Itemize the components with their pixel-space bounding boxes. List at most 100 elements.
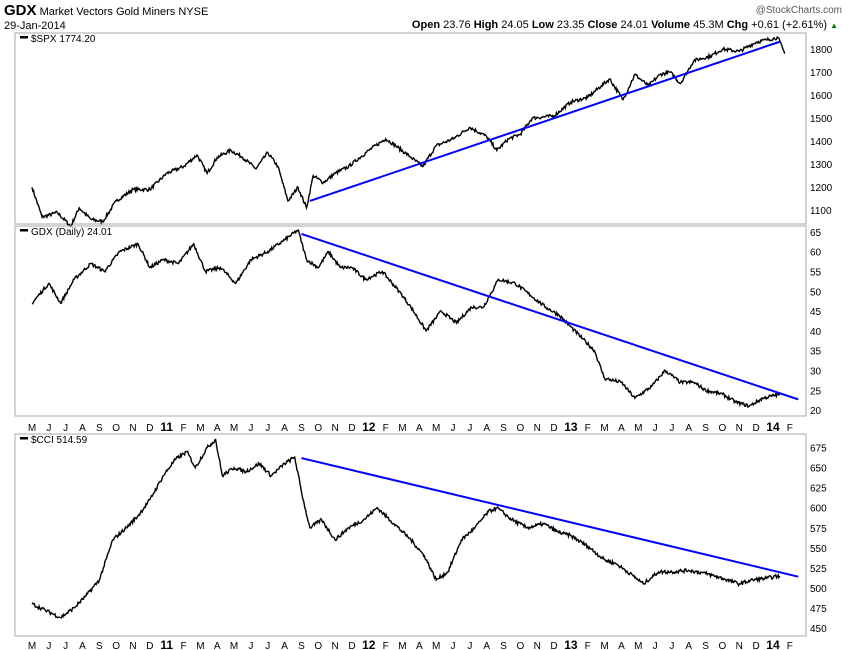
date: 29-Jan-2014	[4, 20, 66, 32]
x-tick-label: S	[702, 423, 709, 434]
x-tick-label: M	[28, 423, 36, 434]
x-tick-label: A	[618, 423, 625, 434]
x-tick-label: N	[129, 423, 136, 434]
x-tick-label: J	[669, 423, 674, 434]
x-tick-label: M	[432, 423, 440, 434]
x-tick-label: S	[298, 423, 305, 434]
trendline	[301, 457, 799, 578]
x-tick-label: S	[96, 423, 103, 434]
exchange: NYSE	[178, 6, 209, 18]
x-tick-label: 14	[766, 638, 780, 650]
up-arrow-icon: ▲	[830, 21, 838, 30]
x-tick-label: F	[181, 641, 187, 650]
x-tick-label: F	[787, 423, 793, 434]
x-tick-label: S	[500, 423, 507, 434]
x-tick-label: M	[398, 423, 406, 434]
x-tick-label: O	[516, 641, 524, 650]
x-tick-label: O	[314, 641, 322, 650]
x-tick-label: O	[719, 423, 727, 434]
x-tick-label: N	[534, 423, 541, 434]
price-line	[31, 228, 781, 409]
y-tick-label: 550	[810, 544, 827, 555]
x-tick-label: M	[230, 641, 238, 650]
x-tick-label: O	[719, 641, 727, 650]
x-tick-label: J	[248, 423, 253, 434]
x-tick-label: D	[146, 641, 153, 650]
x-tick-label: 14	[766, 420, 780, 434]
x-tick-label: A	[79, 641, 86, 650]
legend-swatch	[20, 437, 28, 440]
y-tick-label: 1200	[810, 183, 833, 194]
x-tick-label: 13	[564, 638, 578, 650]
x-tick-label: J	[265, 423, 270, 434]
symbol: GDX	[4, 2, 37, 19]
x-tick-label: N	[332, 423, 339, 434]
x-tick-label: M	[230, 423, 238, 434]
high-value: 24.05	[501, 19, 529, 31]
price-line	[31, 438, 781, 619]
panel-legend: GDX (Daily) 24.01	[31, 227, 113, 238]
x-tick-label: A	[685, 423, 692, 434]
y-tick-label: 1500	[810, 114, 833, 125]
y-tick-label: 1600	[810, 91, 833, 102]
x-tick-label: A	[685, 641, 692, 650]
x-tick-label: S	[702, 641, 709, 650]
panel-frame	[14, 225, 807, 417]
x-tick-label: S	[500, 641, 507, 650]
x-tick-label: 11	[160, 638, 173, 650]
y-tick-label: 35	[810, 347, 822, 358]
x-tick-label: M	[600, 641, 608, 650]
y-tick-label: 575	[810, 524, 827, 535]
x-tick-label: J	[653, 641, 658, 650]
x-tick-label: O	[516, 423, 524, 434]
x-tick-label: J	[653, 423, 658, 434]
y-tick-label: 65	[810, 228, 822, 239]
x-tick-label: F	[383, 423, 389, 434]
x-tick-label: 12	[362, 420, 376, 434]
x-tick-label: D	[348, 423, 355, 434]
watermark: @StockCharts.com	[755, 5, 842, 16]
y-tick-label: 600	[810, 504, 827, 515]
y-tick-label: 475	[810, 604, 827, 615]
y-tick-label: 20	[810, 406, 822, 417]
x-tick-label: N	[736, 423, 743, 434]
x-tick-label: J	[63, 641, 68, 650]
volume-label: Volume	[651, 19, 691, 31]
x-tick-label: F	[383, 641, 389, 650]
x-tick-label: F	[787, 641, 793, 650]
y-tick-label: 650	[810, 464, 827, 475]
x-tick-label: 13	[564, 420, 578, 434]
y-tick-label: 1800	[810, 45, 833, 56]
x-tick-label: 11	[160, 420, 173, 434]
open-label: Open	[411, 19, 441, 31]
x-tick-label: D	[146, 423, 153, 434]
x-tick-label: J	[451, 641, 456, 650]
panel-frame	[14, 433, 807, 637]
x-tick-label: M	[196, 641, 204, 650]
price-line	[31, 36, 786, 228]
x-tick-label: J	[451, 423, 456, 434]
chg-value: +0.61 (+2.61%)	[751, 19, 828, 31]
x-tick-label: A	[416, 423, 423, 434]
x-tick-label: O	[112, 423, 120, 434]
x-tick-label: N	[129, 641, 136, 650]
legend-swatch	[20, 229, 28, 232]
y-tick-label: 1100	[810, 206, 832, 217]
x-tick-label: F	[585, 423, 591, 434]
x-tick-label: A	[281, 423, 288, 434]
high-label: High	[473, 19, 499, 31]
y-tick-label: 50	[810, 287, 822, 298]
x-tick-label: 12	[362, 638, 376, 650]
x-tick-label: J	[248, 641, 253, 650]
x-tick-label: D	[550, 641, 557, 650]
x-tick-label: A	[79, 423, 86, 434]
x-tick-label: M	[432, 641, 440, 650]
x-tick-label: J	[467, 641, 472, 650]
x-tick-label: N	[736, 641, 743, 650]
y-tick-label: 500	[810, 584, 827, 595]
x-tick-label: J	[467, 423, 472, 434]
x-tick-label: O	[112, 641, 120, 650]
panel-frame	[14, 32, 807, 225]
